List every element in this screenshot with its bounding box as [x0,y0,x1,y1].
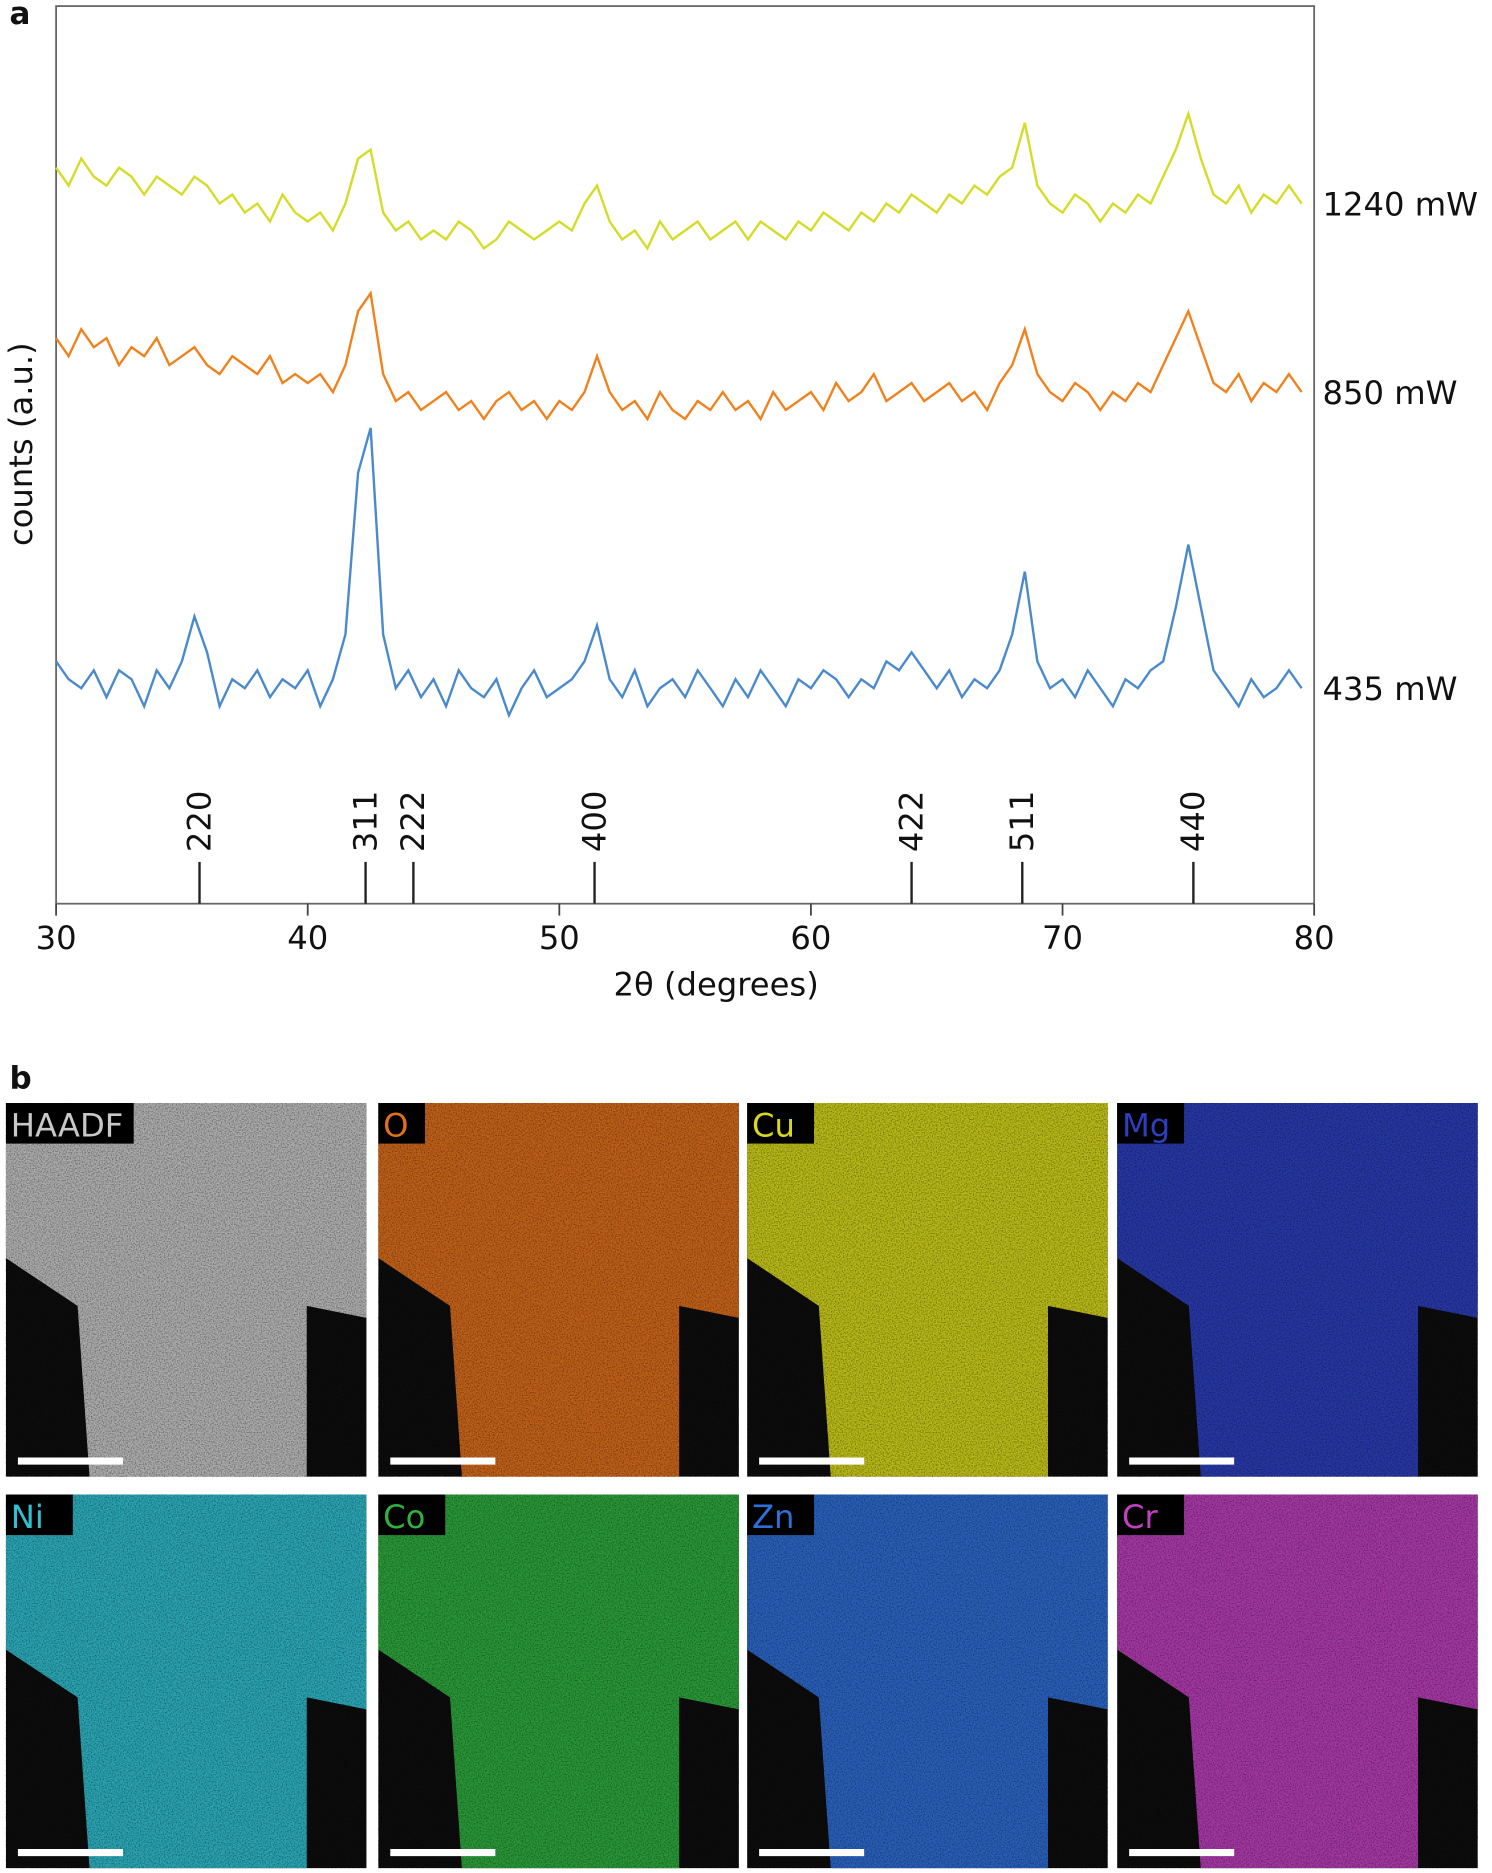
map-label: Cr [1122,1498,1158,1536]
map-label: Co [383,1498,425,1536]
map-panel: Zn [747,1494,1108,1869]
map-noise [378,1103,739,1477]
map-noise [5,1494,367,1869]
map-label: Zn [752,1498,795,1536]
data-line [55,427,1303,719]
map-label-box [1117,1494,1185,1536]
map-label-box [747,1494,815,1536]
x-tick-label: 70 [1042,919,1083,957]
reference-peak-label: 422 [892,791,930,852]
map-label-box [747,1103,815,1144]
plot-frame [55,5,1316,905]
map-noise [5,1103,367,1477]
map-panel: Ni [5,1494,367,1869]
reference-peak-label: 511 [1003,791,1041,852]
x-axis-label: 2θ (degrees) [614,966,819,1004]
map-label-box [378,1103,425,1144]
map-noise [747,1103,1108,1477]
reference-peak-label: 440 [1174,791,1212,852]
reference-peak-label: 311 [346,791,384,852]
map-label-box [5,1103,134,1144]
map-label: Ni [11,1498,44,1536]
map-label-box [378,1494,446,1536]
y-axis-label: counts (a.u.) [2,342,40,546]
map-label: O [383,1106,408,1144]
map-label: Cu [752,1106,795,1144]
x-tick-label: 50 [539,919,580,957]
map-panel: Co [378,1494,739,1869]
series-label: 435 mW [1323,670,1458,708]
map-noise [1117,1103,1478,1477]
reference-peak-label: 222 [394,791,432,852]
map-panel: Cu [747,1103,1108,1477]
map-panel: Cr [1117,1494,1478,1869]
map-label-box [1117,1103,1185,1144]
map-panel: HAADF [5,1103,367,1477]
series-label: 1240 mW [1323,185,1478,223]
map-label: HAADF [11,1106,124,1144]
x-tick-label: 60 [790,919,831,957]
x-tick-label: 40 [287,919,328,957]
map-noise [378,1494,739,1869]
map-panel: O [378,1103,739,1477]
reference-peak-label: 400 [575,791,613,852]
panel-label: b [10,1061,32,1097]
panel-label: a [10,0,31,32]
reference-peak-label: 220 [180,791,218,852]
map-panel: Mg [1117,1103,1478,1477]
map-noise [1117,1494,1478,1869]
series-label: 850 mW [1323,374,1458,412]
map-noise [747,1494,1108,1869]
data-line [55,290,1303,422]
x-tick-label: 30 [36,919,77,957]
map-label: Mg [1122,1106,1170,1144]
x-tick-label: 80 [1294,919,1335,957]
data-line [55,109,1303,251]
map-label-box [5,1494,73,1536]
